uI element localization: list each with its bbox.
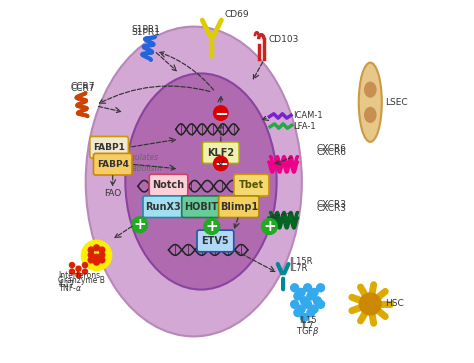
Text: Interferons: Interferons: [58, 271, 100, 280]
Ellipse shape: [364, 107, 377, 123]
Circle shape: [70, 269, 74, 274]
Text: IL17: IL17: [58, 280, 74, 289]
FancyBboxPatch shape: [90, 136, 128, 158]
Text: CD69: CD69: [224, 9, 249, 19]
Circle shape: [94, 254, 100, 260]
FancyBboxPatch shape: [143, 196, 183, 217]
Text: IL7R: IL7R: [289, 264, 308, 273]
Circle shape: [214, 156, 228, 171]
Circle shape: [317, 284, 325, 292]
Circle shape: [297, 305, 305, 313]
Text: TNF-$\alpha$: TNF-$\alpha$: [58, 282, 82, 293]
Circle shape: [313, 297, 321, 305]
Text: S1PR1: S1PR1: [132, 25, 161, 34]
Circle shape: [88, 247, 94, 253]
Circle shape: [99, 247, 105, 253]
Text: TGF$\beta$: TGF$\beta$: [296, 325, 319, 338]
Text: CD103: CD103: [269, 35, 299, 44]
Text: IL15: IL15: [299, 316, 317, 325]
Text: KLF2: KLF2: [207, 148, 234, 158]
Circle shape: [291, 300, 299, 308]
Text: CXCR3: CXCR3: [316, 200, 346, 209]
Text: CXCR6: CXCR6: [317, 148, 347, 157]
Ellipse shape: [364, 82, 377, 98]
Circle shape: [76, 273, 81, 278]
Text: CXCR3: CXCR3: [317, 204, 347, 213]
Circle shape: [99, 252, 105, 258]
Circle shape: [291, 284, 299, 292]
Circle shape: [99, 257, 105, 263]
FancyBboxPatch shape: [219, 196, 259, 217]
Circle shape: [94, 259, 100, 265]
Text: S1PR1: S1PR1: [132, 28, 161, 37]
Text: Regulates
metabolism: Regulates metabolism: [117, 152, 162, 173]
Text: −: −: [214, 104, 228, 122]
FancyBboxPatch shape: [197, 230, 234, 252]
Text: Notch: Notch: [153, 180, 184, 190]
Text: +: +: [133, 217, 146, 232]
Circle shape: [294, 292, 302, 300]
Ellipse shape: [125, 73, 277, 290]
FancyBboxPatch shape: [234, 174, 269, 196]
Text: Tbet: Tbet: [239, 180, 264, 190]
Text: FAO: FAO: [104, 189, 121, 198]
Circle shape: [304, 284, 311, 292]
Circle shape: [94, 245, 100, 251]
Ellipse shape: [86, 26, 302, 337]
Circle shape: [204, 219, 220, 234]
Circle shape: [294, 309, 302, 317]
Circle shape: [317, 300, 325, 308]
Text: IL15R: IL15R: [289, 257, 313, 266]
Text: −: −: [214, 155, 228, 172]
Text: HOBIT: HOBIT: [184, 202, 218, 212]
Text: ICAM-1: ICAM-1: [293, 111, 322, 121]
Circle shape: [88, 252, 94, 258]
Text: CXCR6: CXCR6: [316, 144, 346, 153]
Circle shape: [301, 297, 308, 305]
Circle shape: [82, 262, 88, 268]
Text: CCR7: CCR7: [71, 84, 95, 93]
Circle shape: [310, 289, 318, 297]
Circle shape: [310, 305, 318, 313]
Text: Granzyme B: Granzyme B: [58, 276, 105, 285]
Circle shape: [307, 292, 315, 300]
Circle shape: [88, 257, 94, 263]
FancyBboxPatch shape: [202, 142, 239, 163]
FancyBboxPatch shape: [149, 174, 188, 196]
Text: +: +: [263, 219, 276, 234]
Text: LFA-1: LFA-1: [293, 122, 316, 131]
Circle shape: [297, 289, 305, 297]
Text: RunX3: RunX3: [145, 202, 181, 212]
Circle shape: [214, 106, 228, 120]
Text: ETV5: ETV5: [201, 236, 229, 246]
Ellipse shape: [359, 293, 382, 315]
FancyBboxPatch shape: [93, 154, 132, 175]
Circle shape: [82, 240, 112, 270]
Circle shape: [76, 266, 81, 271]
Circle shape: [82, 269, 88, 274]
Circle shape: [304, 300, 311, 308]
FancyBboxPatch shape: [182, 196, 220, 217]
Circle shape: [132, 217, 148, 233]
Circle shape: [301, 313, 308, 321]
Text: HSC: HSC: [385, 299, 403, 309]
Ellipse shape: [359, 293, 382, 315]
Text: LSEC: LSEC: [385, 98, 407, 107]
Text: IL7: IL7: [301, 322, 314, 330]
Text: Blimp1: Blimp1: [219, 202, 258, 212]
Text: +: +: [205, 219, 218, 234]
Ellipse shape: [359, 63, 382, 142]
Circle shape: [262, 219, 277, 234]
Text: CCR7: CCR7: [71, 82, 95, 90]
Text: FABP1: FABP1: [93, 143, 125, 152]
Circle shape: [307, 309, 315, 317]
Text: FABP4: FABP4: [97, 160, 129, 169]
Circle shape: [70, 262, 74, 268]
